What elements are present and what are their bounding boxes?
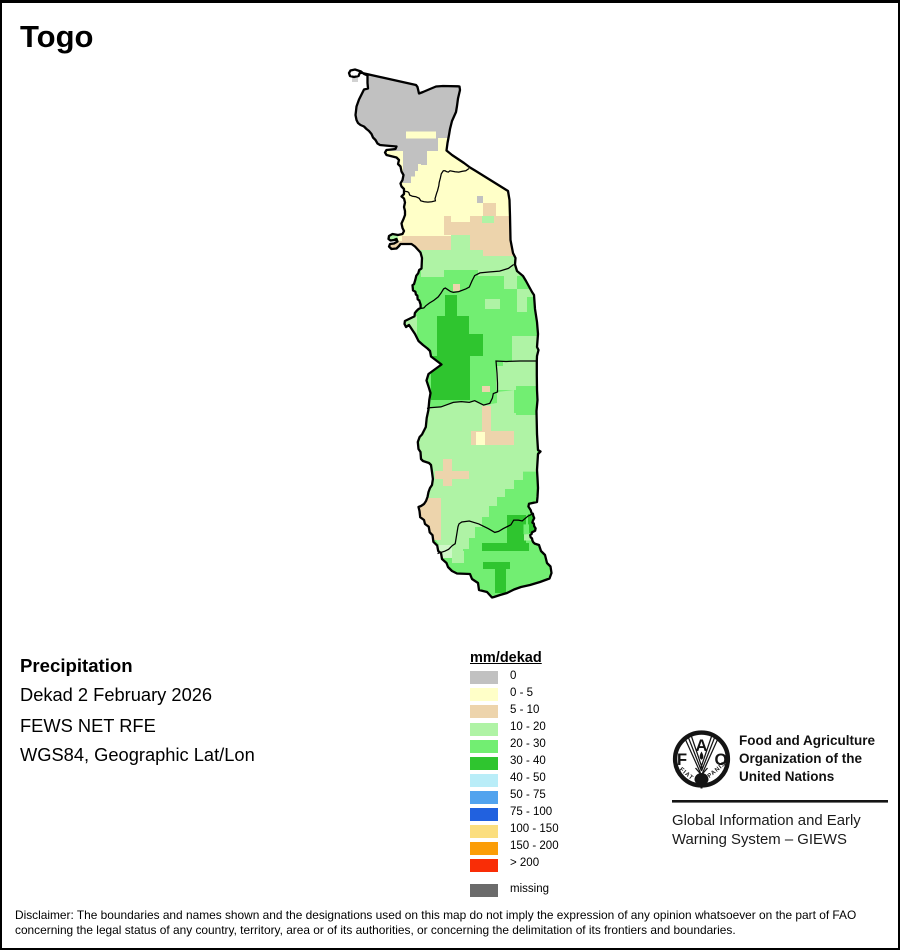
- svg-text:O: O: [715, 751, 728, 769]
- svg-text:F: F: [677, 751, 687, 769]
- svg-text:A: A: [696, 737, 708, 755]
